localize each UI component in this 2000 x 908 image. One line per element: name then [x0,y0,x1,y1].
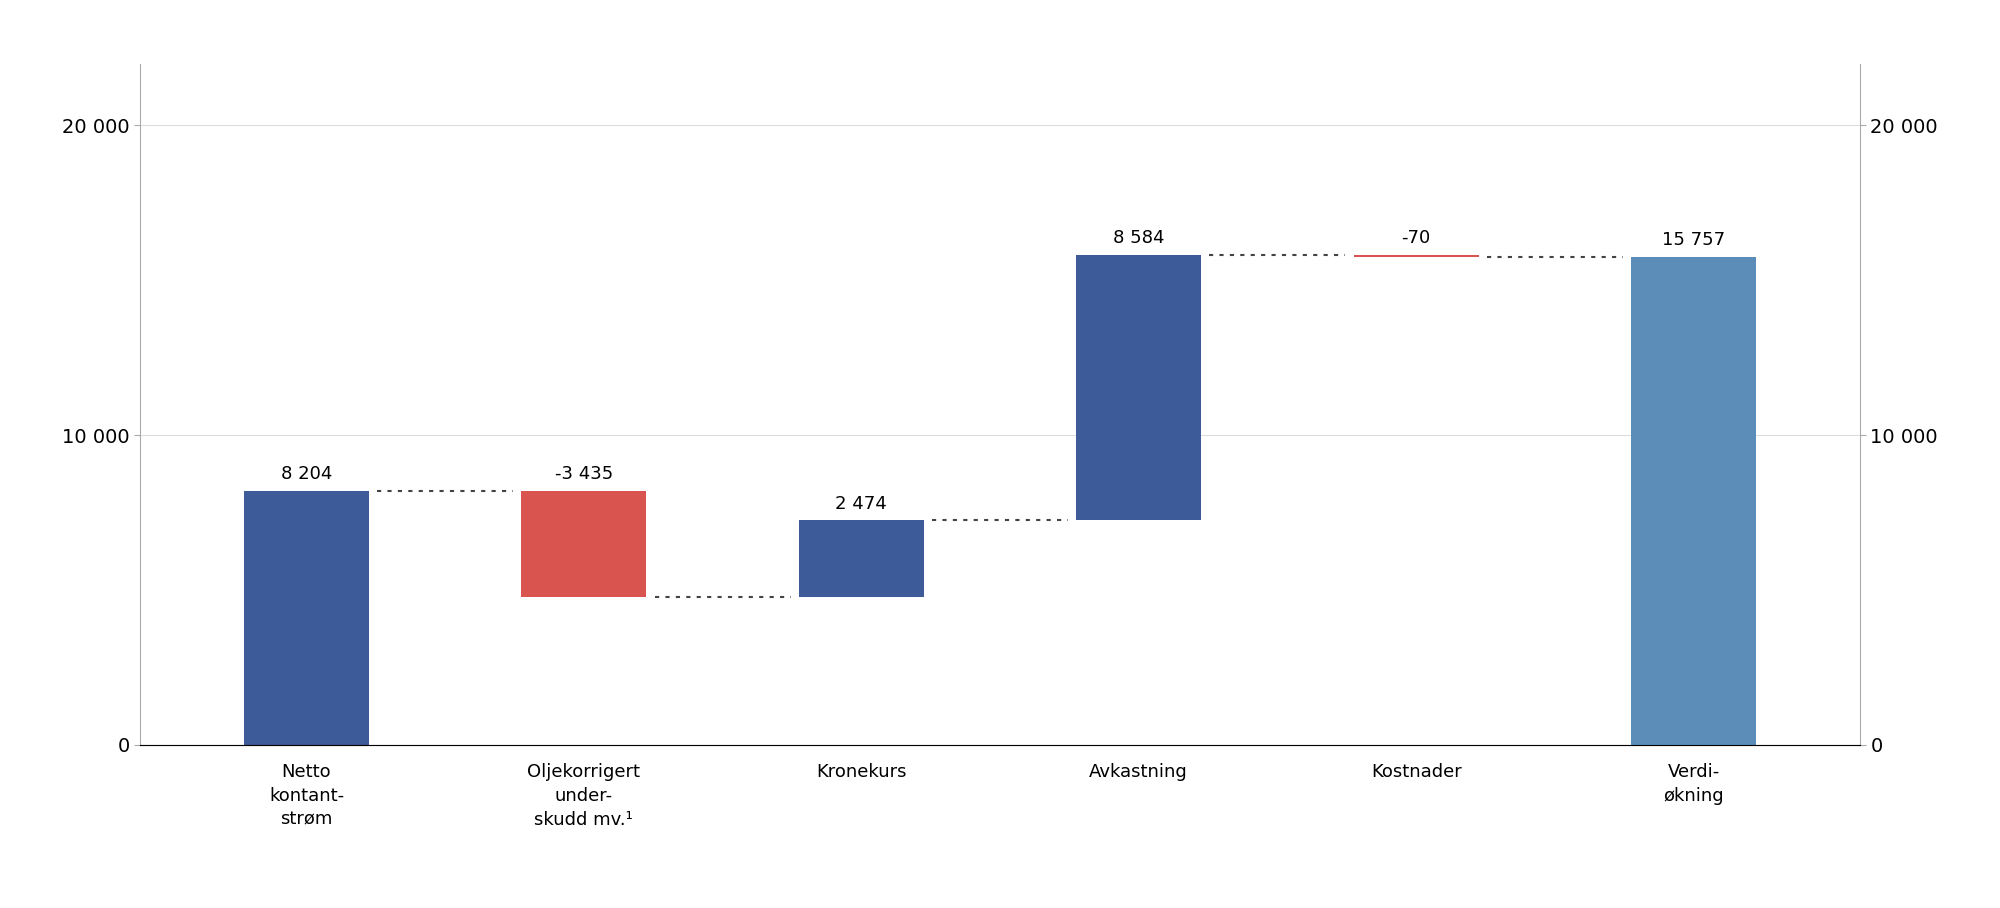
Bar [1632,257,1756,745]
Bar [1354,254,1478,257]
Text: 15 757: 15 757 [1662,231,1726,249]
Text: -70: -70 [1402,229,1430,247]
Text: 8 204: 8 204 [280,465,332,483]
Text: -3 435: -3 435 [554,465,612,483]
Bar [798,520,924,597]
Bar [244,490,368,745]
Text: 8 584: 8 584 [1112,229,1164,247]
Bar [1076,254,1202,520]
Bar [522,490,646,597]
Text: 2 474: 2 474 [836,495,888,513]
